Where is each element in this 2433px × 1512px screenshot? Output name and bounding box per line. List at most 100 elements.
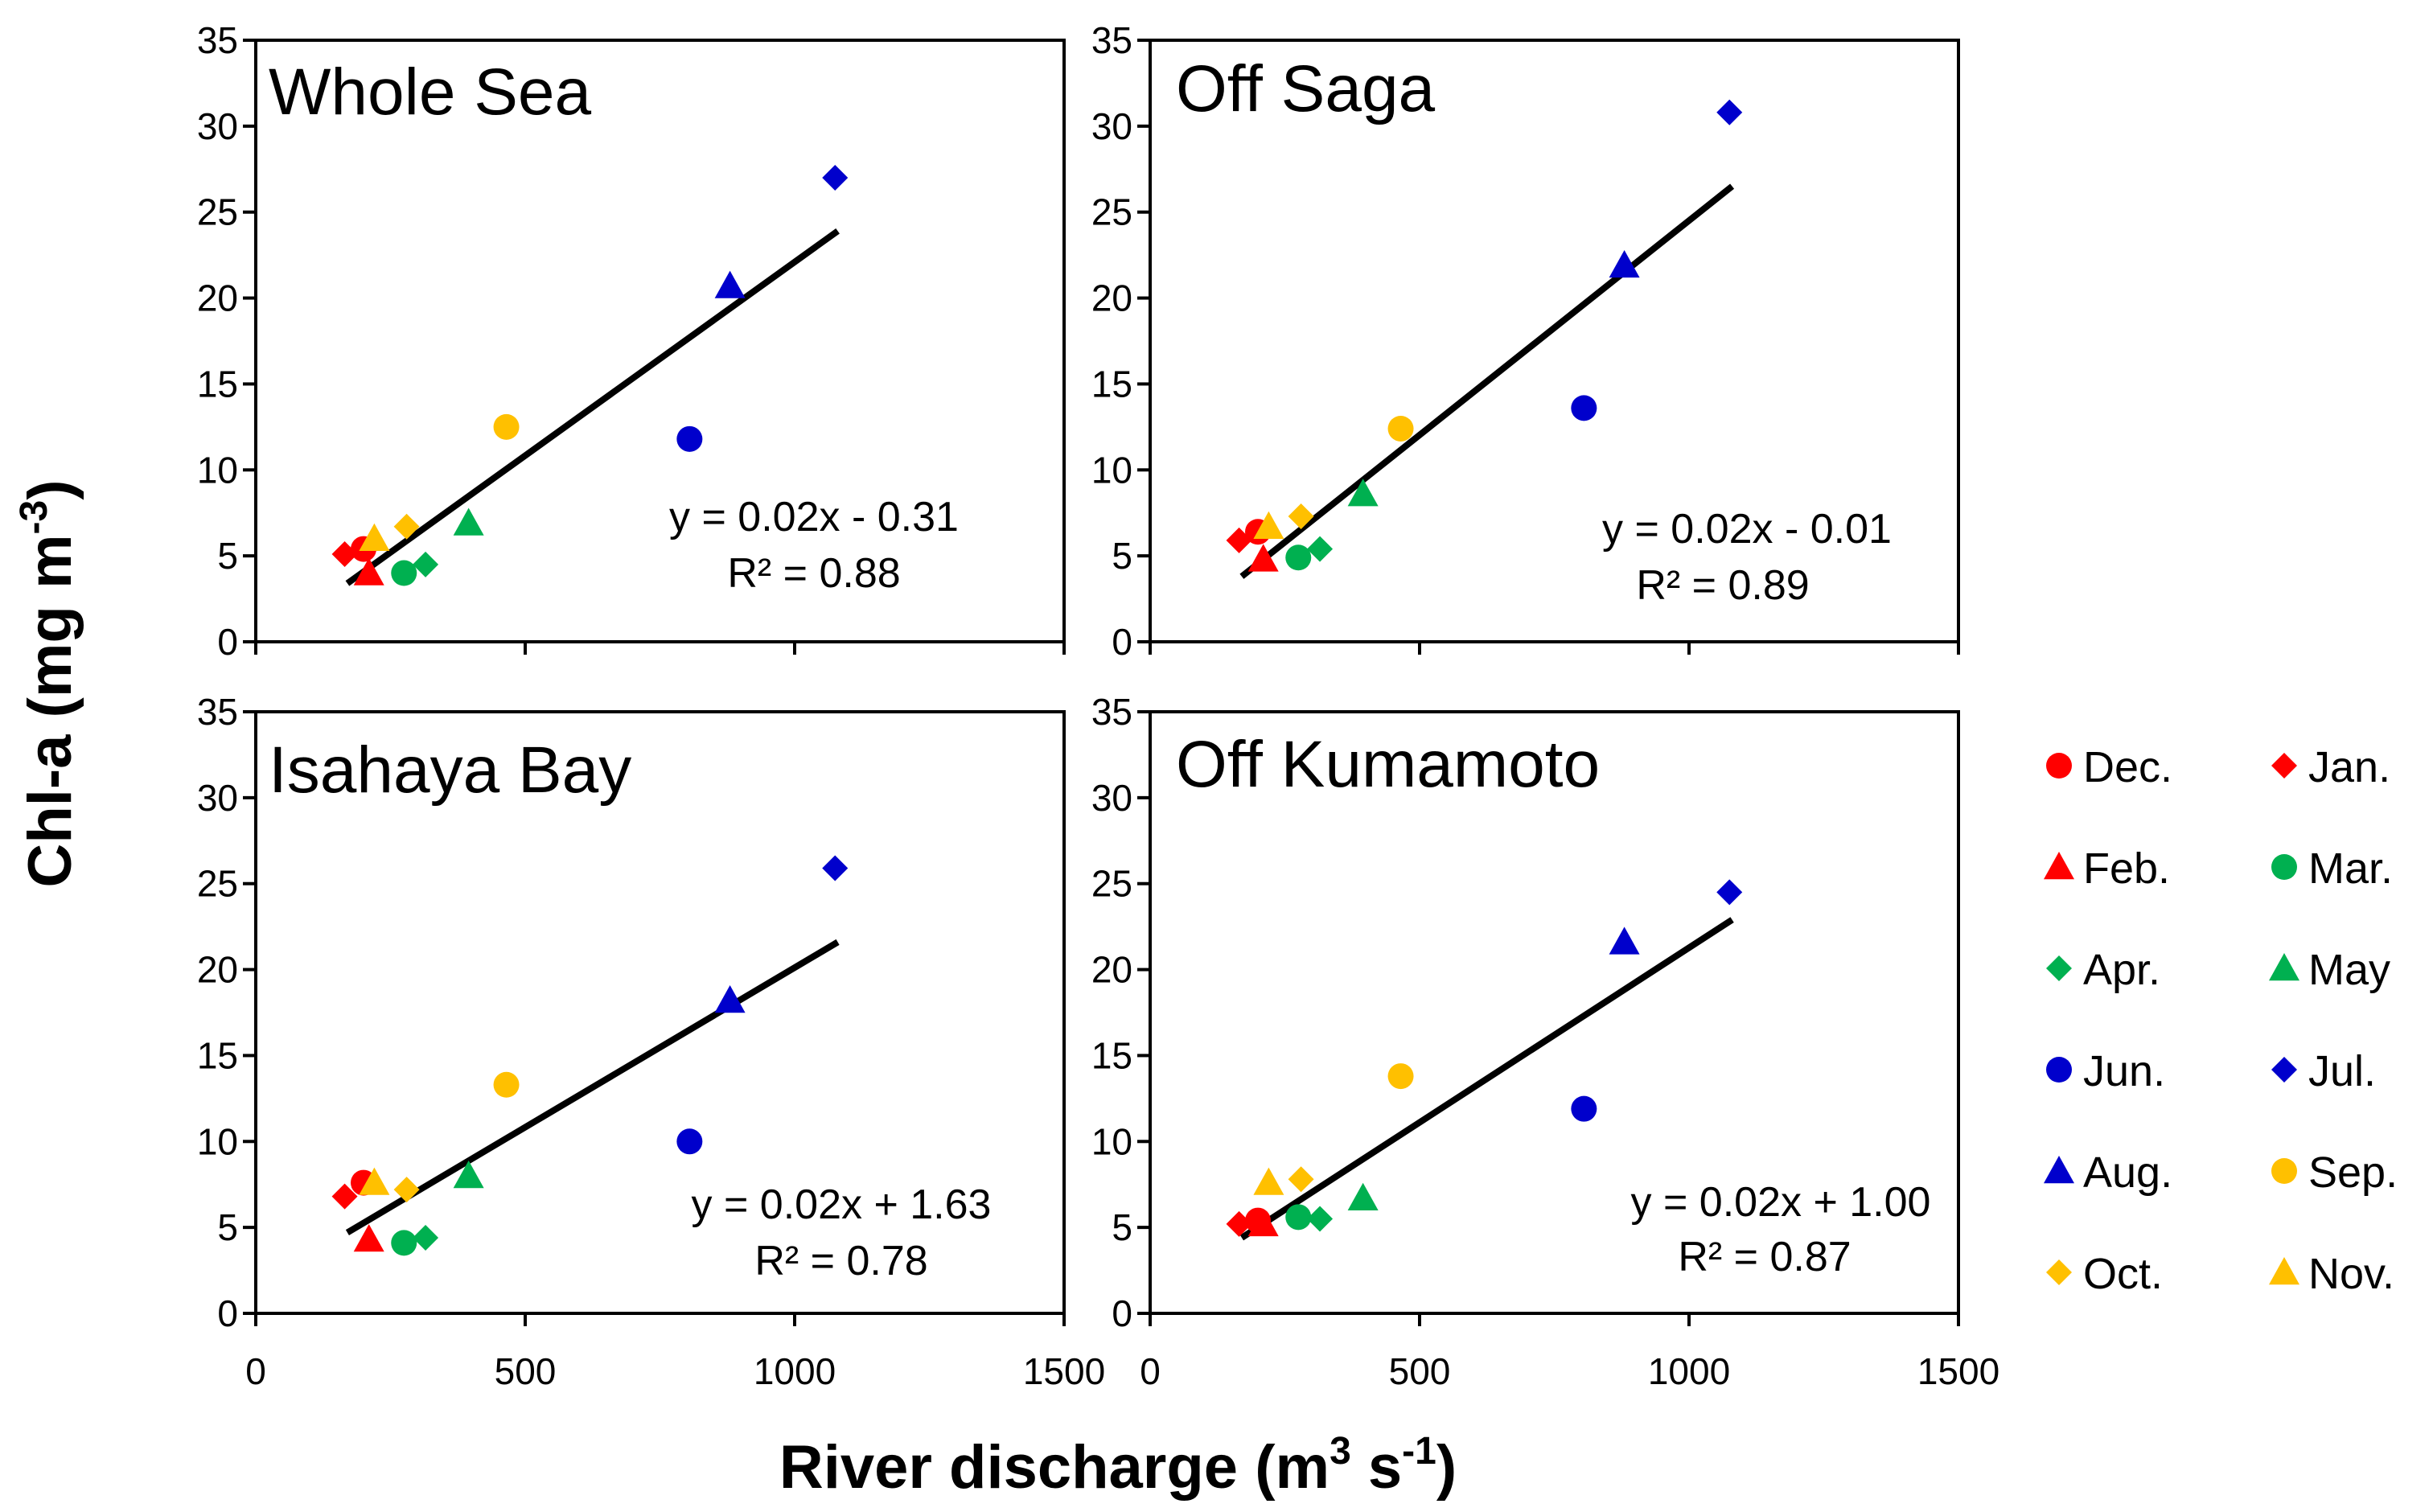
point-aug: [714, 270, 746, 298]
r-squared: R² = 0.88: [727, 550, 900, 597]
point-sep: [1387, 415, 1414, 442]
x-tick-label: 0: [245, 1350, 266, 1392]
y-tick-label: 10: [1091, 1120, 1132, 1162]
point-nov: [359, 523, 390, 551]
y-tick-label: 35: [197, 19, 238, 61]
trend-line: [1239, 183, 1735, 579]
point-sep: [1387, 1063, 1414, 1090]
legend-marker: [2046, 1259, 2072, 1285]
point-oct: [1288, 503, 1314, 529]
point-apr: [413, 551, 439, 577]
point-sep: [493, 1071, 520, 1098]
y-tick-label: 25: [197, 191, 238, 233]
point-nov: [1253, 511, 1284, 540]
x-tick-label: 500: [495, 1350, 557, 1392]
y-tick-label: 30: [1091, 105, 1132, 147]
x-tick-label: 1500: [1917, 1350, 1999, 1392]
axis-ticks: [243, 710, 1066, 1326]
legend-item-jun: Jun.: [2046, 1047, 2165, 1095]
y-tick-label: 10: [1091, 449, 1132, 491]
point-mar: [1285, 544, 1312, 571]
y-tick-label: 5: [217, 535, 238, 577]
point-jan: [1226, 527, 1252, 553]
legend-marker: [2271, 854, 2297, 880]
y-tick-label: 35: [1091, 691, 1132, 733]
panel-title: Off Saga: [1176, 52, 1436, 125]
y-tick-label: 15: [1091, 1034, 1132, 1076]
point-jul: [822, 164, 849, 191]
trend-line: [1239, 917, 1734, 1241]
legend-marker: [2044, 1156, 2074, 1184]
point-jul: [822, 855, 849, 881]
point-feb: [353, 1224, 384, 1252]
panel-off-kumamoto: 0 5 10 15 20 25 30 35 Off Kumamoto y = 0.02x + …: [1091, 691, 1960, 1334]
point-jan: [1226, 1210, 1252, 1237]
y-tick-labels: 0 5 10 15 20 25 30 35: [1091, 691, 1132, 1334]
panel-title: Off Kumamoto: [1176, 728, 1600, 801]
point-jun: [1571, 1095, 1597, 1122]
x-tick-label: 1000: [754, 1350, 836, 1392]
x-axis-title: River discharge (m3 s-1): [779, 1430, 1457, 1502]
data-points: [1226, 99, 1743, 572]
point-nov: [1253, 1167, 1284, 1195]
point-apr: [1307, 536, 1334, 562]
y-tick-label: 20: [197, 277, 238, 319]
panel-whole-sea: 0 5 10 15 20 25 30 35 Whole Sea y = 0.02x - 0.3…: [197, 19, 1066, 663]
plot-frame: [254, 710, 1066, 1315]
legend-label: Sep.: [2308, 1148, 2398, 1197]
point-jun: [676, 425, 703, 452]
y-tick-label: 30: [197, 777, 238, 819]
point-oct: [393, 1177, 420, 1203]
trend-line: [345, 939, 840, 1235]
y-tick-labels: 0 5 10 15 20 25 30 35: [1091, 19, 1132, 663]
axis-ticks: [1137, 710, 1960, 1326]
y-tick-label: 35: [197, 691, 238, 733]
legend-item-aug: Aug.: [2044, 1148, 2172, 1197]
y-tick-label: 10: [197, 1120, 238, 1162]
point-jan: [331, 541, 358, 568]
point-oct: [393, 513, 420, 540]
y-tick-label: 15: [197, 1034, 238, 1076]
y-tick-label: 5: [217, 1206, 238, 1248]
axis-ticks: [243, 39, 1066, 655]
x-tick-label: 1500: [1023, 1350, 1105, 1392]
point-mar: [391, 560, 417, 586]
point-jun: [676, 1128, 703, 1155]
data-points: [1226, 879, 1743, 1237]
legend-marker: [2046, 1057, 2072, 1083]
legend-label: Jun.: [2083, 1047, 2165, 1095]
plot-frame: [1149, 39, 1960, 643]
point-may: [1347, 479, 1379, 507]
r-squared: R² = 0.78: [754, 1238, 927, 1284]
legend-label: Aug.: [2083, 1148, 2172, 1197]
point-jul: [1716, 99, 1743, 125]
y-tick-label: 0: [217, 621, 238, 663]
x-tick-label: 500: [1389, 1350, 1451, 1392]
y-tick-label: 30: [1091, 777, 1132, 819]
y-tick-label: 30: [197, 105, 238, 147]
point-apr: [413, 1224, 439, 1251]
y-tick-label: 10: [197, 449, 238, 491]
point-sep: [493, 413, 520, 440]
panel-title: Isahaya Bay: [269, 733, 631, 807]
y-tick-label: 25: [197, 863, 238, 905]
legend-item-jan: Jan.: [2271, 743, 2390, 791]
y-axis-title: Chl-a (mg m-3): [13, 479, 84, 887]
x-tick-label: 0: [1140, 1350, 1161, 1392]
point-aug: [1609, 249, 1640, 278]
point-may: [453, 507, 484, 536]
y-tick-label: 35: [1091, 19, 1132, 61]
regression-equation: y = 0.02x - 0.31: [669, 494, 959, 540]
data-points: [331, 855, 849, 1256]
panel-off-saga: 0 5 10 15 20 25 30 35 Off Saga y = 0.02x - 0.01…: [1091, 19, 1960, 663]
regression-equation: y = 0.02x + 1.00: [1631, 1179, 1931, 1226]
legend-label: Apr.: [2083, 946, 2160, 994]
trend-line: [345, 228, 840, 586]
panel-isahaya-bay: 0 5 10 15 20 25 30 35 Isahaya Bay y = 0.02x + 1…: [197, 691, 1066, 1334]
y-tick-label: 25: [1091, 863, 1132, 905]
point-jul: [1716, 879, 1743, 906]
legend-item-apr: Apr.: [2046, 946, 2160, 994]
y-tick-label: 20: [1091, 949, 1132, 991]
y-tick-label: 0: [1112, 621, 1132, 663]
